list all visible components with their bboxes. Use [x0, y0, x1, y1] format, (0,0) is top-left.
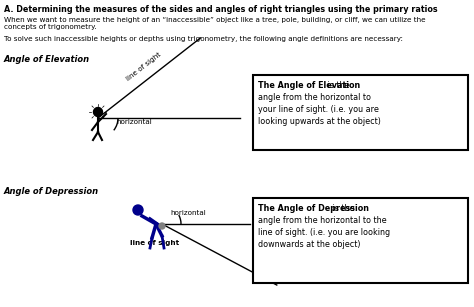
Text: Angle of Depression: Angle of Depression [4, 187, 99, 196]
Text: angle from the horizontal to the: angle from the horizontal to the [258, 216, 387, 225]
Text: When we want to measure the height of an “inaccessible” object like a tree, pole: When we want to measure the height of an… [4, 17, 426, 30]
Text: line of sight: line of sight [130, 240, 179, 246]
Text: downwards at the object): downwards at the object) [258, 240, 361, 249]
Text: To solve such inaccessible heights or depths using trigonometry, the following a: To solve such inaccessible heights or de… [4, 36, 403, 42]
Bar [253, 75, 468, 150]
Text: line of sight: line of sight [126, 52, 163, 82]
Text: The Angle of Elevation: The Angle of Elevation [258, 81, 360, 90]
Text: horizontal: horizontal [116, 119, 152, 125]
Text: horizontal: horizontal [170, 210, 206, 216]
Text: angle from the horizontal to: angle from the horizontal to [258, 93, 371, 102]
Text: line of sight. (i.e. you are looking: line of sight. (i.e. you are looking [258, 228, 390, 237]
Text: A. Determining the measures of the sides and angles of right triangles using the: A. Determining the measures of the sides… [4, 5, 438, 14]
Circle shape [159, 223, 165, 229]
Text: The Angle of Depression: The Angle of Depression [258, 204, 369, 213]
Text: your line of sight. (i.e. you are: your line of sight. (i.e. you are [258, 105, 379, 114]
Bar [253, 198, 468, 283]
Text: is the: is the [330, 204, 355, 213]
Circle shape [133, 205, 143, 215]
Circle shape [93, 107, 102, 116]
Text: looking upwards at the object): looking upwards at the object) [258, 117, 381, 126]
Text: is the: is the [325, 81, 349, 90]
Text: Angle of Elevation: Angle of Elevation [4, 55, 90, 64]
